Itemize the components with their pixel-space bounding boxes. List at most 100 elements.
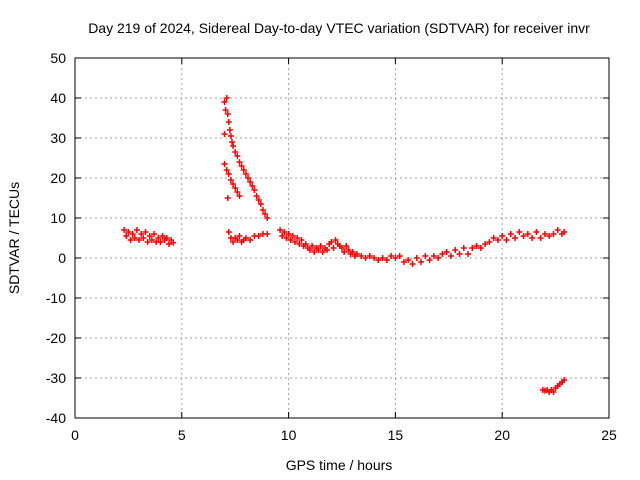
data-point (234, 237, 241, 243)
data-point (520, 233, 527, 239)
data-point (486, 239, 493, 245)
data-point (133, 227, 140, 233)
data-point (136, 237, 143, 243)
data-point (400, 259, 407, 265)
x-axis-label: GPS time / hours (286, 457, 393, 473)
x-axis: 0 5 10 15 20 25 (71, 58, 617, 443)
data-point (317, 243, 324, 249)
data-point (221, 131, 228, 137)
data-point (388, 253, 395, 259)
data-point (151, 231, 158, 237)
data-point (225, 119, 232, 125)
data-point (225, 171, 232, 177)
data-point (456, 251, 463, 257)
data-point (157, 239, 164, 245)
y-tick-label: 0 (58, 250, 66, 266)
x-tick-label: 15 (388, 427, 404, 443)
data-point (328, 239, 335, 245)
data-point (561, 229, 568, 235)
data-point (311, 249, 318, 255)
data-point (435, 255, 442, 261)
data-point (482, 241, 489, 247)
data-point (469, 245, 476, 251)
data-point (232, 149, 239, 155)
data-point (236, 193, 243, 199)
data-point (227, 133, 234, 139)
data-point (447, 253, 454, 259)
y-tick-label: 10 (50, 210, 66, 226)
data-point (131, 235, 138, 241)
data-point (499, 233, 506, 239)
data-point (262, 211, 269, 217)
y-tick-label: 30 (50, 130, 66, 146)
data-point (159, 233, 166, 239)
data-point (221, 99, 228, 105)
data-point (422, 253, 429, 259)
data-point (221, 161, 228, 167)
data-point (550, 231, 557, 237)
data-point (123, 233, 130, 239)
data-point (507, 231, 514, 237)
data-point (358, 253, 365, 259)
y-tick-label: -30 (46, 370, 66, 386)
data-point (224, 195, 231, 201)
data-point (129, 231, 136, 237)
data-point (264, 231, 271, 237)
data-point (245, 175, 252, 181)
data-point (236, 233, 243, 239)
data-point (546, 233, 553, 239)
data-point (259, 207, 266, 213)
data-point (142, 229, 149, 235)
data-point (315, 247, 322, 253)
data-point (324, 247, 331, 253)
data-point (127, 237, 134, 243)
data-point (366, 253, 373, 259)
data-point (281, 229, 288, 235)
y-tick-label: -20 (46, 330, 66, 346)
data-point (285, 231, 292, 237)
data-point (279, 233, 286, 239)
data-point (516, 229, 523, 235)
data-point (253, 193, 260, 199)
data-point (550, 389, 557, 395)
data-point (349, 249, 356, 255)
data-point (561, 377, 568, 383)
data-point (255, 197, 262, 203)
data-point (537, 235, 544, 241)
data-point (296, 241, 303, 247)
data-point (443, 249, 450, 255)
data-point (121, 227, 128, 233)
data-point (396, 253, 403, 259)
data-point (223, 167, 230, 173)
data-point (298, 237, 305, 243)
y-tick-label: -40 (46, 410, 66, 426)
data-point (345, 247, 352, 253)
x-tick-label: 20 (494, 427, 510, 443)
data-point (247, 237, 254, 243)
data-point (554, 227, 561, 233)
data-point (473, 243, 480, 249)
data-point (383, 257, 390, 263)
data-point (227, 177, 234, 183)
data-point (341, 249, 348, 255)
data-point (223, 95, 230, 101)
data-point (257, 201, 264, 207)
data-point (155, 235, 162, 241)
data-point (287, 237, 294, 243)
data-point (292, 239, 299, 245)
data-point (319, 249, 326, 255)
data-point (249, 183, 256, 189)
x-tick-label: 5 (178, 427, 186, 443)
data-point (375, 257, 382, 263)
data-point (362, 255, 369, 261)
data-point (409, 261, 416, 267)
data-point (430, 253, 437, 259)
y-tick-label: -10 (46, 290, 66, 306)
data-point (144, 239, 151, 245)
data-point (294, 235, 301, 241)
data-point (306, 247, 313, 253)
data-point (339, 245, 345, 251)
data-point (230, 239, 237, 245)
data-point (264, 215, 271, 221)
data-point (230, 143, 237, 149)
